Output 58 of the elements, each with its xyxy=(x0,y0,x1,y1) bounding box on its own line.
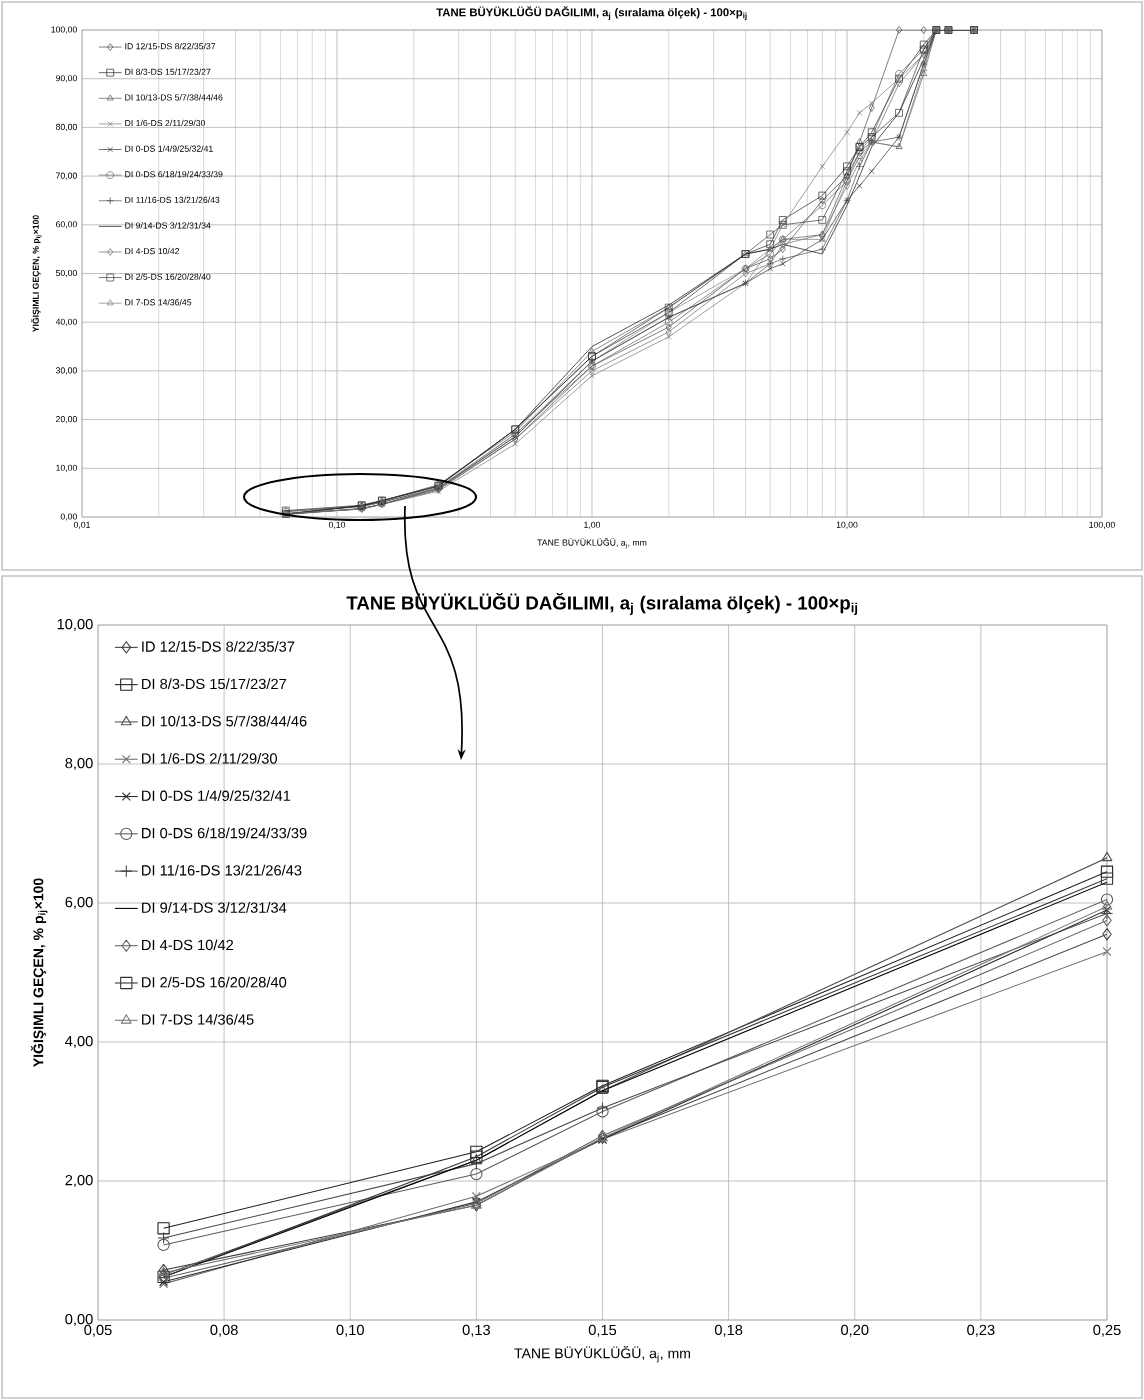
x-tick-label: 0,25 xyxy=(1093,1324,1121,1337)
y-tick-label: 100,00 xyxy=(51,26,77,34)
legend-label: DI 2/5-DS 16/20/28/40 xyxy=(125,273,211,280)
legend-label: DI 4-DS 10/42 xyxy=(142,939,234,951)
x-tick-label: 0,23 xyxy=(967,1324,995,1337)
chart-title: TANE BÜYÜKLÜĞÜ DAĞILIMI, a$_{j}$ (sıralama ölçek) - 100×p$_{ij}$ xyxy=(436,6,747,20)
y-tick-label: 80,00 xyxy=(55,123,77,131)
legend-label: DI 8/3-DS 15/17/23/27 xyxy=(142,678,287,690)
y-tick-label: 70,00 xyxy=(56,172,77,180)
y-tick-label: 10,00 xyxy=(57,618,93,632)
x-tick-label: 0,01 xyxy=(73,521,90,529)
x-tick-label: 10,00 xyxy=(836,521,858,529)
y-tick-label: 0,00 xyxy=(65,1313,93,1327)
x-axis-title: TANE BÜYÜKLÜĞÜ, a$_{j}$, mm xyxy=(537,538,647,549)
legend-label: DI 4-DS 10/42 xyxy=(125,247,180,255)
x-tick-label: 0,10 xyxy=(328,521,346,529)
y-tick-label: 40,00 xyxy=(55,318,77,326)
y-tick-label: 4,00 xyxy=(65,1035,93,1049)
y-axis-title: YIĞIŞIMLI GEÇEN, % p$_{ij}$×100 xyxy=(31,215,42,333)
legend-label: DI 7-DS 14/36/45 xyxy=(125,299,192,306)
x-axis-title: TANE BÜYÜKLÜĞÜ, a$_{j}$, mm xyxy=(514,1346,690,1363)
x-tick-label: 0,10 xyxy=(336,1324,364,1337)
legend-label: DI 8/3-DS 15/17/23/27 xyxy=(125,68,211,75)
y-axis-title: YIĞIŞIMLI GEÇEN, % p$_{ij}$×100 xyxy=(30,878,48,1067)
y-tick-label: 8,00 xyxy=(65,757,93,771)
y-tick-label: 90,00 xyxy=(55,75,77,83)
legend-label: ID 12/15-DS 8/22/35/37 xyxy=(125,42,216,50)
legend-label: ID 12/15-DS 8/22/35/37 xyxy=(142,641,295,652)
y-tick-label: 2,00 xyxy=(65,1174,93,1188)
legend-label: DI 0-DS 1/4/9/25/32/41 xyxy=(142,790,291,801)
y-tick-label: 6,00 xyxy=(65,896,93,910)
x-tick-label: 0,20 xyxy=(841,1324,869,1337)
legend-label: DI 11/16-DS 13/21/26/43 xyxy=(142,864,302,876)
y-tick-label: 20,00 xyxy=(56,416,77,424)
x-tick-label: 0,15 xyxy=(588,1324,617,1337)
x-tick-label: 100,00 xyxy=(1089,521,1115,529)
legend-label: DI 0-DS 1/4/9/25/32/41 xyxy=(125,145,213,152)
legend-label: DI 9/14-DS 3/12/31/34 xyxy=(142,902,287,913)
legend-label: DI 0-DS 6/18/19/24/33/39 xyxy=(142,827,307,839)
legend-label: DI 10/13-DS 5/7/38/44/46 xyxy=(125,94,223,101)
legend-label: DI 0-DS 6/18/19/24/33/39 xyxy=(125,170,223,178)
legend-label: DI 2/5-DS 16/20/28/40 xyxy=(142,976,287,988)
y-tick-label: 60,00 xyxy=(56,221,77,229)
y-tick-label: 0,00 xyxy=(60,513,77,521)
y-tick-label: 50,00 xyxy=(55,269,77,278)
y-tick-label: 10,00 xyxy=(56,464,77,472)
legend-label: DI 10/13-DS 5/7/38/44/46 xyxy=(142,715,307,727)
legend-label: DI 9/14-DS 3/12/31/34 xyxy=(125,222,211,229)
legend-label: DI 7-DS 14/36/45 xyxy=(142,1013,254,1025)
legend-label: DI 11/16-DS 13/21/26/43 xyxy=(125,196,220,203)
x-tick-label: 0,05 xyxy=(84,1324,112,1337)
x-tick-label: 0,18 xyxy=(714,1324,743,1337)
x-tick-label: 1,00 xyxy=(584,521,601,529)
x-tick-label: 0,13 xyxy=(462,1324,490,1337)
legend-label: DI 1/6-DS 2/11/29/30 xyxy=(142,752,277,764)
y-tick-label: 30,00 xyxy=(55,367,77,375)
x-tick-label: 0,08 xyxy=(210,1324,238,1337)
legend-label: DI 1/6-DS 2/11/29/30 xyxy=(125,119,206,127)
